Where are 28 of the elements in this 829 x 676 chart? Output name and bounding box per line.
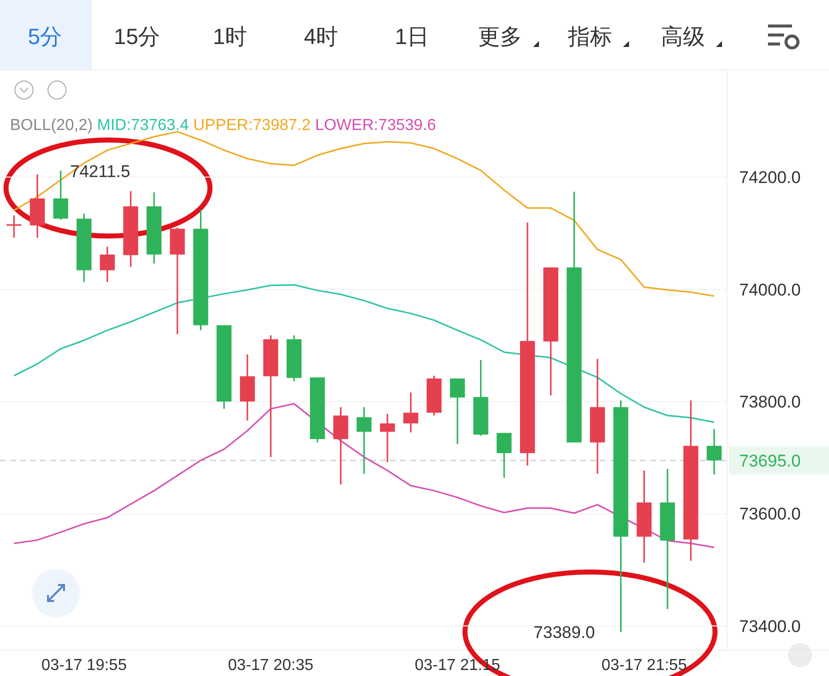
series-label: UPPER:73987.2 [193, 117, 316, 134]
x-tick-label: 03-17 19:55 [41, 657, 127, 674]
candlestick [380, 413, 395, 463]
candlestick [356, 406, 372, 475]
candlestick [6, 214, 22, 238]
legend-title: BOLL(20,2) [10, 117, 98, 134]
candlestick [403, 392, 418, 434]
y-tick-label: 74200.0 [739, 168, 801, 188]
line-series [13, 284, 715, 424]
candlestick [706, 428, 722, 476]
y-tick-label: 73800.0 [739, 392, 801, 412]
annotation: 73389.0 [534, 623, 595, 642]
toolbar: 5分 15分 1时 4时 1日 更多 指标 高级 [0, 0, 722, 70]
candlestick [53, 170, 68, 221]
text: LOWER:73539.6 [315, 117, 436, 134]
candlestick [333, 406, 348, 486]
line-series [13, 403, 715, 548]
candlestick [496, 432, 512, 479]
candlestick [450, 378, 465, 445]
candlestick [100, 246, 115, 283]
y-tick-label: 74000.0 [739, 280, 801, 300]
annotation: 74211.5 [70, 162, 130, 181]
x-tick-label: 03-17 21:55 [601, 657, 687, 674]
ref-line-label: 73695.0 [739, 451, 801, 470]
x-tick-label: 03-17 20:35 [228, 657, 314, 674]
y-tick-label: 73600.0 [739, 504, 801, 524]
text: MID:73763.4 [97, 117, 194, 134]
y-tick-label: 73400.0 [739, 616, 801, 636]
